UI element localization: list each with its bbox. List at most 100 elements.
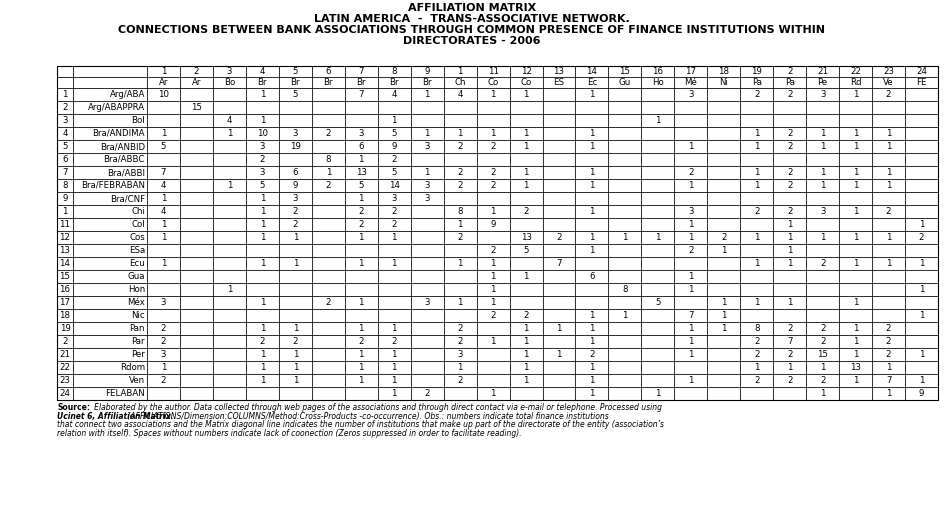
Bar <box>411 309 443 322</box>
Bar <box>706 361 739 374</box>
Text: 4: 4 <box>160 207 166 216</box>
Text: 1: 1 <box>885 168 890 177</box>
Text: 1: 1 <box>160 220 166 229</box>
Text: 1: 1 <box>457 259 463 268</box>
Text: 2: 2 <box>786 350 792 359</box>
Text: 1: 1 <box>885 259 890 268</box>
Text: 1: 1 <box>391 350 396 359</box>
Text: 1: 1 <box>687 272 693 281</box>
Bar <box>739 348 772 361</box>
Bar <box>411 127 443 140</box>
Text: 2: 2 <box>490 142 496 151</box>
Bar <box>838 77 871 88</box>
Text: Bra/FEBRABAN: Bra/FEBRABAN <box>81 181 144 190</box>
Text: 2: 2 <box>786 181 792 190</box>
Text: Gua: Gua <box>127 272 144 281</box>
Bar <box>245 127 278 140</box>
Bar <box>73 335 147 348</box>
Bar <box>641 244 674 257</box>
Text: Méx: Méx <box>127 298 144 307</box>
Bar <box>411 205 443 218</box>
Bar <box>411 348 443 361</box>
Bar <box>739 218 772 231</box>
Bar <box>73 77 147 88</box>
Bar <box>179 374 212 387</box>
Bar <box>411 283 443 296</box>
Bar <box>542 77 575 88</box>
Bar <box>312 77 345 88</box>
Bar <box>904 179 937 192</box>
Bar <box>212 77 245 88</box>
Text: 1: 1 <box>490 298 496 307</box>
Text: 1: 1 <box>490 272 496 281</box>
Text: 1: 1 <box>885 129 890 138</box>
Bar <box>641 374 674 387</box>
Text: 1: 1 <box>227 181 232 190</box>
Bar <box>278 348 312 361</box>
Bar <box>706 231 739 244</box>
Bar <box>212 205 245 218</box>
Bar <box>345 66 378 77</box>
Bar <box>871 140 904 153</box>
Text: 3: 3 <box>293 129 297 138</box>
Text: Co: Co <box>520 78 531 87</box>
Bar <box>476 309 509 322</box>
Text: 13: 13 <box>355 168 366 177</box>
Bar <box>739 387 772 400</box>
Bar <box>641 205 674 218</box>
Text: 1: 1 <box>358 350 363 359</box>
Text: 1: 1 <box>391 389 396 398</box>
Text: 1: 1 <box>424 90 430 99</box>
Text: 2: 2 <box>753 350 759 359</box>
Text: 5: 5 <box>654 298 660 307</box>
Bar <box>772 348 805 361</box>
Bar <box>674 270 706 283</box>
Bar <box>443 296 476 309</box>
Bar <box>73 114 147 127</box>
Bar <box>509 166 542 179</box>
Bar <box>542 361 575 374</box>
Bar <box>378 257 411 270</box>
Text: 1: 1 <box>753 363 759 372</box>
Bar <box>739 127 772 140</box>
Bar <box>212 348 245 361</box>
Text: 1: 1 <box>918 311 923 320</box>
Text: 1: 1 <box>62 207 68 216</box>
Text: 5: 5 <box>160 142 166 151</box>
Text: 1: 1 <box>851 350 857 359</box>
Bar <box>871 257 904 270</box>
Bar <box>73 296 147 309</box>
Text: 17: 17 <box>684 67 696 76</box>
Text: 2: 2 <box>918 233 923 242</box>
Bar <box>476 231 509 244</box>
Text: 4: 4 <box>260 67 265 76</box>
Text: 11: 11 <box>59 220 71 229</box>
Bar <box>509 140 542 153</box>
Bar <box>608 283 641 296</box>
Bar <box>345 335 378 348</box>
Text: 2: 2 <box>293 220 297 229</box>
Bar <box>278 231 312 244</box>
Bar <box>739 140 772 153</box>
Text: 2: 2 <box>490 311 496 320</box>
Bar <box>608 140 641 153</box>
Bar <box>608 322 641 335</box>
Bar <box>147 179 179 192</box>
Text: Br: Br <box>258 78 267 87</box>
Text: 2: 2 <box>687 168 693 177</box>
Bar <box>772 387 805 400</box>
Text: 1: 1 <box>885 181 890 190</box>
Bar <box>772 192 805 205</box>
Bar <box>57 101 73 114</box>
Bar <box>641 283 674 296</box>
Bar <box>57 77 73 88</box>
Bar <box>278 244 312 257</box>
Bar <box>772 218 805 231</box>
Bar <box>443 127 476 140</box>
Text: 6: 6 <box>325 67 330 76</box>
Bar <box>838 283 871 296</box>
Bar <box>739 66 772 77</box>
Bar <box>838 192 871 205</box>
Bar <box>575 179 608 192</box>
Bar <box>674 114 706 127</box>
